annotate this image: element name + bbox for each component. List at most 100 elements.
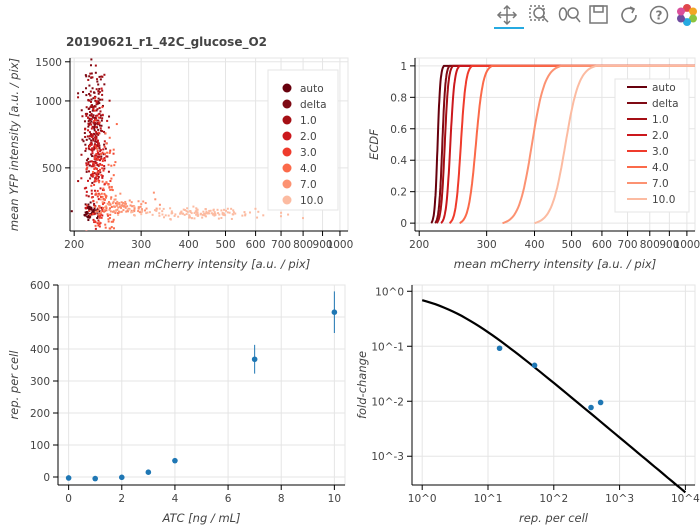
data-point-4.0 bbox=[98, 193, 101, 196]
x-tick-label: 4 bbox=[172, 493, 179, 505]
data-point-delta bbox=[102, 153, 105, 156]
data-point-4.0 bbox=[114, 211, 117, 214]
data-point-3.0 bbox=[94, 178, 97, 181]
data-point-7.0 bbox=[137, 207, 140, 210]
data-point-4.0 bbox=[112, 227, 115, 230]
y-tick-label: 500 bbox=[30, 312, 50, 324]
data-point-4.0 bbox=[108, 216, 111, 219]
data-point-10.0 bbox=[232, 209, 235, 212]
data-point-4.0 bbox=[107, 218, 110, 221]
data-point-1.0 bbox=[96, 78, 99, 81]
data-point-4.0 bbox=[98, 181, 101, 184]
data-point-2.0 bbox=[89, 142, 92, 145]
legend-label: 3.0 bbox=[300, 147, 317, 159]
data-point-4.0 bbox=[111, 238, 113, 240]
data-point-10.0 bbox=[216, 208, 219, 211]
data-point-2.0 bbox=[99, 149, 102, 152]
data-point-1.0 bbox=[91, 125, 94, 128]
data-point-3.0 bbox=[99, 195, 102, 198]
data-point-10.0 bbox=[287, 213, 290, 216]
data-point-delta bbox=[92, 97, 95, 100]
data-point-1.0 bbox=[101, 117, 104, 120]
data-point-2.0 bbox=[91, 148, 94, 151]
data-point-3.0 bbox=[109, 149, 112, 152]
y-axis-label: ECDF bbox=[367, 129, 381, 160]
data-point-4.0 bbox=[112, 148, 115, 151]
data-point-4.0 bbox=[109, 227, 112, 230]
data-point-10.0 bbox=[171, 212, 174, 215]
data-point-1.0 bbox=[106, 155, 109, 158]
data-point-4.0 bbox=[109, 252, 111, 254]
data-point-delta bbox=[101, 104, 104, 107]
reset-tool-button[interactable] bbox=[616, 2, 642, 28]
legend-box bbox=[614, 78, 690, 213]
data-point-4.0 bbox=[110, 196, 113, 199]
bokeh-logo[interactable] bbox=[674, 2, 700, 28]
data-point bbox=[588, 404, 594, 411]
ecdf-line-1.0 bbox=[435, 64, 695, 224]
help-tool-button[interactable]: ? bbox=[646, 2, 672, 28]
save-tool-button[interactable] bbox=[586, 2, 612, 28]
y-tick-label: 100 bbox=[30, 440, 50, 452]
data-point-10.0 bbox=[222, 212, 225, 215]
wheel-zoom-tool-button[interactable] bbox=[556, 2, 582, 28]
data-point-10.0 bbox=[280, 211, 283, 214]
data-point-10.0 bbox=[230, 207, 233, 210]
data-point-auto bbox=[98, 210, 101, 213]
data-point-delta bbox=[90, 106, 93, 109]
pan-tool-button[interactable] bbox=[494, 2, 520, 28]
data-point-10.0 bbox=[195, 209, 198, 212]
data-point-1.0 bbox=[95, 135, 98, 138]
data-point-4.0 bbox=[104, 223, 107, 226]
legend-marker bbox=[282, 195, 292, 205]
data-point-10.0 bbox=[225, 209, 228, 212]
data-point-10.0 bbox=[155, 208, 158, 211]
data-point-1.0 bbox=[87, 161, 90, 164]
y-tick-label: 0.4 bbox=[390, 155, 407, 167]
data-point-2.0 bbox=[95, 130, 98, 133]
data-point-3.0 bbox=[94, 119, 97, 122]
y-tick-label: 10^-3 bbox=[371, 451, 404, 463]
data-point-10.0 bbox=[148, 211, 151, 214]
legend-label: 3.0 bbox=[652, 146, 669, 158]
data-point-2.0 bbox=[97, 153, 100, 156]
data-point-3.0 bbox=[94, 253, 96, 255]
y-tick-label: 1 bbox=[400, 61, 407, 73]
data-point-4.0 bbox=[102, 198, 105, 201]
x-axis-label: ATC [ng / mL] bbox=[161, 511, 240, 525]
x-axis-label: rep. per cell bbox=[519, 511, 589, 525]
data-point-1.0 bbox=[98, 146, 101, 149]
scatter-points bbox=[70, 58, 304, 255]
data-point-delta bbox=[87, 157, 90, 160]
data-point-2.0 bbox=[94, 212, 97, 215]
data-point-3.0 bbox=[95, 152, 98, 155]
data-point-3.0 bbox=[98, 225, 101, 228]
data-point-7.0 bbox=[114, 198, 117, 201]
data-point-4.0 bbox=[110, 164, 113, 167]
data-point-7.0 bbox=[100, 211, 103, 214]
data-point-auto bbox=[97, 215, 100, 218]
data-point-2.0 bbox=[85, 162, 88, 165]
legend-marker bbox=[282, 131, 292, 141]
data-point-delta bbox=[84, 74, 87, 77]
legend-label: auto bbox=[300, 83, 324, 95]
help-icon: ? bbox=[649, 5, 669, 25]
data-point-4.0 bbox=[97, 213, 100, 216]
data-point-2.0 bbox=[99, 127, 102, 130]
data-point-10.0 bbox=[161, 210, 164, 213]
data-point-10.0 bbox=[207, 211, 210, 214]
data-point-10.0 bbox=[180, 210, 183, 213]
data-point-delta bbox=[87, 125, 90, 128]
data-point-4.0 bbox=[109, 203, 112, 206]
y-tick-label: 0.8 bbox=[390, 92, 407, 104]
data-point-10.0 bbox=[186, 210, 189, 213]
data-point-2.0 bbox=[90, 192, 93, 195]
data-point-1.0 bbox=[85, 114, 88, 117]
data-point-4.0 bbox=[107, 163, 110, 166]
data-point-3.0 bbox=[85, 168, 88, 171]
box-zoom-tool-button[interactable] bbox=[526, 2, 552, 28]
data-point-10.0 bbox=[226, 211, 229, 214]
legend-marker bbox=[282, 147, 292, 157]
data-point-3.0 bbox=[102, 158, 105, 161]
data-point-auto bbox=[86, 215, 89, 218]
